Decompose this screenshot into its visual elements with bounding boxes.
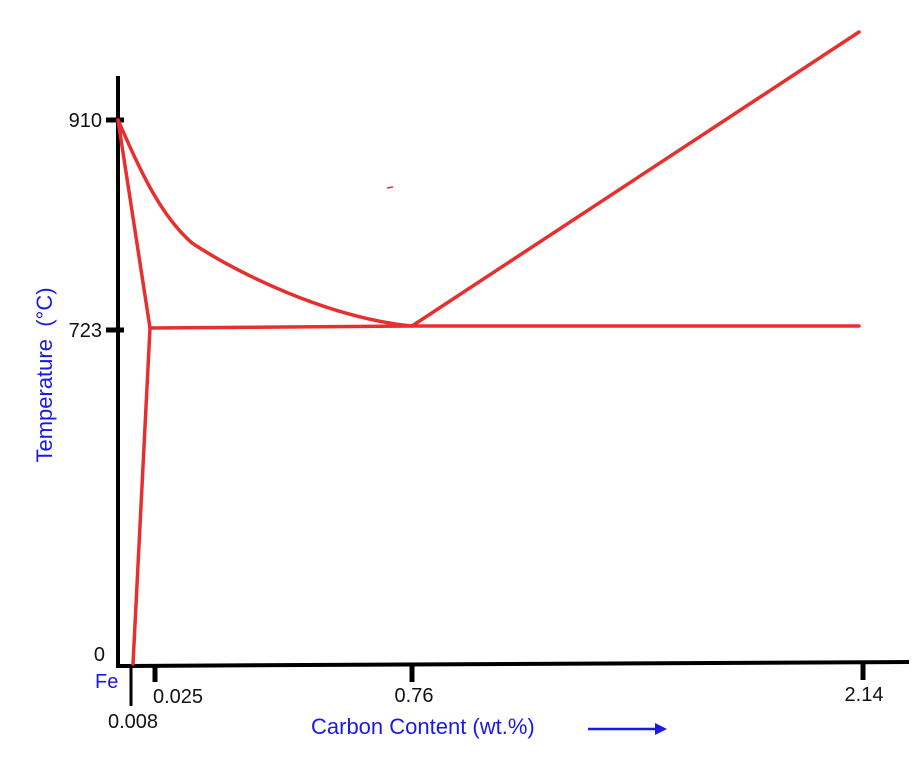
y-tick-label-723: 723 (69, 320, 102, 342)
eutectoid-line (148, 324, 861, 330)
a3-curve (116, 118, 414, 328)
y-axis-title: Temperature (°C) (32, 287, 57, 462)
x-tick-label-0-76: 0.76 (395, 685, 434, 707)
y-tick-label-910: 910 (69, 110, 102, 132)
x-axis (115, 660, 910, 668)
x-tick-label-2-14: 2.14 (845, 684, 884, 706)
x-tick-label-0-025: 0.025 (153, 686, 203, 708)
solvus-line (131, 326, 152, 666)
origin-label: Fe (95, 671, 118, 693)
phase-boundaries (116, 30, 861, 666)
y-tick-label-0: 0 (94, 644, 105, 666)
x-tick-label-0-008: 0.008 (108, 711, 158, 733)
alpha-gamma-boundary (116, 118, 152, 330)
acm-line (410, 30, 861, 328)
arrow-right-icon (588, 723, 667, 735)
x-axis-title: Carbon Content (wt.%) (311, 714, 535, 739)
stray-mark (386, 186, 394, 189)
